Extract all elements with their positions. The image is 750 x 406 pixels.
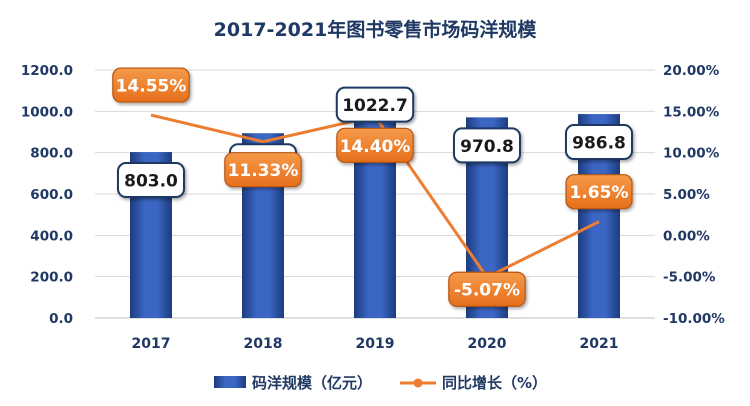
line-data-label: 14.55% [112, 67, 190, 103]
bar-label-box [117, 162, 185, 199]
x-tick-label: 2021 [580, 336, 619, 352]
bar-label-text: 1022.7 [342, 96, 408, 116]
x-tick-label: 2018 [244, 336, 283, 352]
right-tick-label: 0.00% [663, 228, 710, 244]
line-data-label: -5.07% [448, 271, 526, 307]
right-tick-label: 20.00% [663, 63, 720, 79]
x-axis-ticks: 2017 2018 2019 2020 2021 [132, 336, 619, 352]
bar-data-label: 803.0 [117, 162, 185, 199]
x-tick-label: 2017 [132, 336, 171, 352]
line-label-text: -5.07% [454, 281, 520, 301]
legend-item-line: 同比增长（%） [400, 374, 547, 392]
line-label-box [448, 271, 526, 307]
line-data-labels: 14.55% 11.33% 14.40% -5.07% 1.65% [112, 67, 633, 307]
legend-label-bar: 码洋规模（亿元） [252, 374, 372, 392]
right-tick-label: 10.00% [663, 146, 720, 162]
line-data-label: 11.33% [224, 152, 302, 188]
line-label-text: 14.40% [340, 137, 411, 157]
left-tick-label: 400.0 [30, 228, 73, 244]
line-label-box [112, 67, 190, 103]
bar-data-label: 970.8 [453, 127, 521, 164]
bar-label-box [453, 127, 521, 164]
bar-data-label: 986.8 [565, 124, 633, 161]
left-axis-ticks: 0.0 200.0 400.0 600.0 800.0 1000.0 1200.0 [21, 63, 73, 327]
line-data-label: 1.65% [565, 174, 633, 210]
bar-label-box [565, 124, 633, 161]
bar-label-text: 970.8 [460, 137, 514, 157]
chart-title: 2017-2021年图书零售市场码洋规模 [214, 18, 538, 41]
right-axis-ticks: -10.00% -5.00% 0.00% 5.00% 10.00% 15.00% 20.00… [663, 63, 725, 327]
legend: 码洋规模（亿元） 同比增长（%） [214, 374, 547, 392]
left-tick-label: 1000.0 [21, 104, 73, 120]
left-tick-label: 0.0 [49, 311, 73, 327]
left-tick-label: 1200.0 [21, 63, 73, 79]
line-label-box [224, 152, 302, 188]
line-label-text: 14.55% [116, 77, 187, 97]
right-tick-label: -5.00% [663, 270, 716, 286]
legend-swatch-marker [413, 378, 423, 388]
x-tick-label: 2019 [356, 336, 395, 352]
left-tick-label: 800.0 [30, 146, 73, 162]
right-tick-label: 5.00% [663, 187, 710, 203]
bar-label-box [335, 86, 415, 123]
right-tick-label: 15.00% [663, 104, 720, 120]
line-label-box [565, 174, 633, 210]
line-label-box [336, 127, 414, 163]
left-tick-label: 200.0 [30, 270, 73, 286]
right-tick-label: -10.00% [663, 311, 725, 327]
x-tick-label: 2020 [468, 336, 507, 352]
legend-label-line: 同比增长（%） [442, 374, 547, 392]
left-tick-label: 600.0 [30, 187, 73, 203]
legend-swatch-bar [214, 376, 246, 388]
legend-item-bar: 码洋规模（亿元） [214, 374, 372, 392]
bar-data-label: 1022.7 [335, 86, 415, 123]
line-data-label: 14.40% [336, 127, 414, 163]
line-label-text: 11.33% [228, 161, 299, 181]
bar-label-text: 803.0 [124, 172, 178, 192]
line-label-text: 1.65% [570, 183, 629, 203]
bar-label-text: 986.8 [572, 134, 626, 154]
